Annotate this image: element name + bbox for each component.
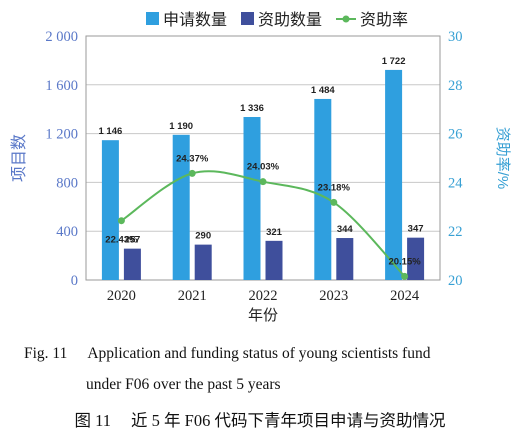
rate-label: 23.18% — [318, 182, 351, 193]
x-tick-label: 2021 — [178, 288, 207, 304]
bar-label-funded: 347 — [408, 224, 424, 235]
caption-english-line-1: Fig. 11 Application and funding status of… — [24, 345, 430, 363]
caption-figure-number-zh: 图 11 — [74, 411, 112, 430]
legend-swatch — [146, 12, 159, 25]
y-axis-title: 项目数 — [10, 134, 28, 182]
y-tick-label: 800 — [56, 175, 78, 191]
x-tick-label: 2022 — [249, 288, 278, 304]
caption-english-title: Application and funding status of young … — [87, 345, 431, 362]
bar-applications — [314, 98, 332, 281]
bar-label-applications: 1 190 — [169, 121, 193, 132]
bar-applications — [243, 117, 261, 281]
x-tick-label: 2024 — [390, 288, 420, 304]
y2-axis-title: 资助率/% — [494, 127, 511, 190]
y2-tick-label: 30 — [448, 29, 463, 45]
rate-point — [188, 169, 196, 177]
y-tick-label: 1 600 — [45, 78, 78, 94]
y-tick-label: 1 200 — [45, 127, 78, 143]
y-tick-label: 0 — [71, 273, 78, 289]
bar-funded — [336, 238, 354, 280]
rate-label: 22.43% — [105, 235, 138, 246]
legend-label: 资助率 — [360, 11, 408, 29]
rate-line — [120, 170, 406, 278]
rate-label: 24.03% — [247, 162, 280, 173]
rate-point — [401, 272, 409, 280]
y2-tick-label: 22 — [448, 224, 463, 240]
y2-tick-label: 28 — [448, 78, 463, 94]
caption-chinese-title: 近 5 年 F06 代码下青年项目申请与资助情况 — [131, 411, 446, 430]
legend-swatch — [241, 12, 254, 25]
rate-label: 20.15% — [388, 256, 421, 267]
rate-point — [259, 178, 267, 186]
bar-label-applications: 1 484 — [311, 85, 335, 96]
caption-english-line-2: under F06 over the past 5 years — [86, 376, 281, 393]
y2-tick-label: 26 — [448, 127, 463, 143]
x-tick-label: 2023 — [319, 288, 348, 304]
y-tick-label: 400 — [56, 224, 78, 240]
bar-funded — [407, 237, 425, 280]
rate-label: 24.37% — [176, 153, 209, 164]
bar-applications — [101, 140, 119, 280]
bar-funded — [265, 240, 283, 280]
caption-figure-number: Fig. 11 — [24, 345, 68, 362]
caption-chinese: 图 11 近 5 年 F06 代码下青年项目申请与资助情况 — [0, 407, 520, 431]
legend-marker — [342, 15, 350, 23]
bar-label-funded: 321 — [266, 227, 283, 238]
bar-label-funded: 257 — [124, 235, 140, 246]
bar-label-applications: 1 722 — [382, 56, 406, 67]
y2-tick-label: 24 — [448, 175, 463, 191]
bar-label-funded: 344 — [337, 224, 354, 235]
y-tick-label: 2 000 — [45, 29, 78, 45]
bar-funded — [194, 244, 212, 280]
y2-tick-label: 20 — [448, 273, 463, 289]
x-tick-label: 2020 — [107, 288, 136, 304]
bar-applications — [172, 134, 190, 280]
plot-border — [85, 35, 441, 281]
rate-point — [117, 217, 125, 225]
bar-label-funded: 290 — [195, 231, 211, 242]
legend-label: 申请数量 — [163, 11, 227, 29]
bar-funded — [123, 248, 141, 280]
rate-point — [330, 198, 338, 206]
bar-label-applications: 1 336 — [240, 103, 264, 114]
x-axis-title: 年份 — [248, 307, 278, 324]
bar-label-applications: 1 146 — [99, 126, 123, 137]
legend-label: 资助数量 — [258, 11, 322, 29]
bar-applications — [385, 69, 403, 280]
